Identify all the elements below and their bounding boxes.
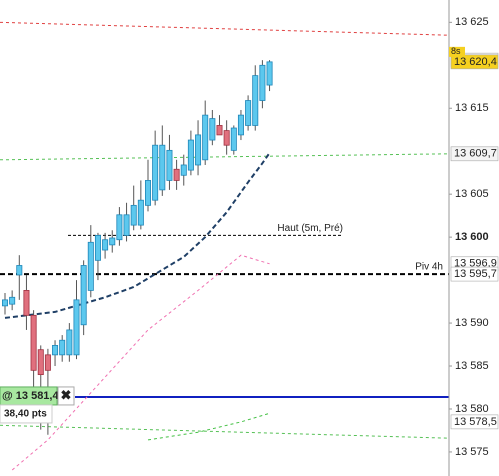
candle-body (94, 235, 101, 261)
price-tag (450, 146, 499, 162)
candle-body (159, 144, 166, 191)
order-pts: 38,40 pts (4, 409, 47, 420)
candle-body (80, 265, 87, 326)
order-price: @ 13 581,4 (2, 390, 59, 402)
candle-body (44, 354, 51, 371)
candle-body (259, 64, 266, 101)
candle-body (195, 134, 202, 166)
y-tick-label: 13 585 (455, 360, 489, 372)
order-cancel[interactable] (57, 386, 75, 406)
y-tick-label: 13 615 (455, 102, 489, 114)
candle-body (245, 100, 252, 126)
candle-body (173, 168, 180, 181)
y-tick-label: 13 600 (455, 231, 489, 243)
candle-body (123, 214, 130, 236)
y-tick-label: 13 590 (455, 317, 489, 329)
level-label: Haut (5m, Pré) (277, 223, 343, 234)
y-tick-label: 13 625 (455, 16, 489, 28)
candle-body (9, 296, 16, 305)
price-tag-label: 13 596,9 (454, 258, 497, 270)
candle-body (202, 114, 209, 161)
moving-average (4, 152, 271, 319)
trendline (0, 424, 450, 439)
candle-body (230, 127, 237, 151)
candle-body (87, 241, 94, 291)
timer-tag (449, 46, 465, 57)
candle-body (59, 339, 66, 356)
candle-body (116, 214, 123, 241)
y-tick-label: 13 580 (455, 403, 489, 415)
price-axis (449, 0, 499, 476)
moving-average (11, 254, 270, 471)
y-tick-label: 13 575 (455, 446, 489, 458)
order-cancel-icon: ✖ (61, 387, 72, 402)
candle-body (109, 237, 116, 246)
candle-body (266, 61, 273, 86)
candle-body (130, 204, 137, 226)
candle-body (37, 349, 44, 376)
candle-body (152, 144, 159, 201)
candle-body (216, 125, 223, 136)
trendline (0, 153, 450, 161)
price-tag (450, 414, 499, 430)
candle-body (187, 139, 194, 171)
candle-body (16, 265, 23, 276)
price-tag-label: 13 609,7 (454, 148, 497, 160)
candle-body (209, 118, 216, 141)
candle-body (102, 239, 109, 251)
price-tag (450, 54, 499, 70)
price-tag-label: 13 595,7 (454, 268, 497, 280)
price-tag-label: 13 620,4 (454, 56, 497, 68)
price-tag-label: 13 578,5 (454, 416, 497, 428)
candle-body (237, 114, 244, 136)
candle-body (137, 199, 144, 226)
moving-average (147, 412, 270, 441)
candle-body (223, 130, 230, 146)
candle-body (166, 149, 173, 181)
candle-body (252, 75, 259, 126)
candle-body (73, 299, 80, 356)
candle-body (52, 345, 59, 356)
candle-body (144, 180, 151, 206)
level-label: Piv 4h (415, 262, 443, 273)
candle-body (180, 164, 187, 176)
order-pts-box (0, 404, 53, 424)
timer-label: 8s (451, 46, 461, 56)
candle-body (2, 299, 8, 307)
candle-body (30, 314, 37, 371)
candle-body (23, 290, 30, 316)
y-tick-label: 13 605 (455, 188, 489, 200)
price-tag (450, 266, 499, 282)
trendline (0, 21, 450, 36)
candle-body (66, 329, 73, 356)
